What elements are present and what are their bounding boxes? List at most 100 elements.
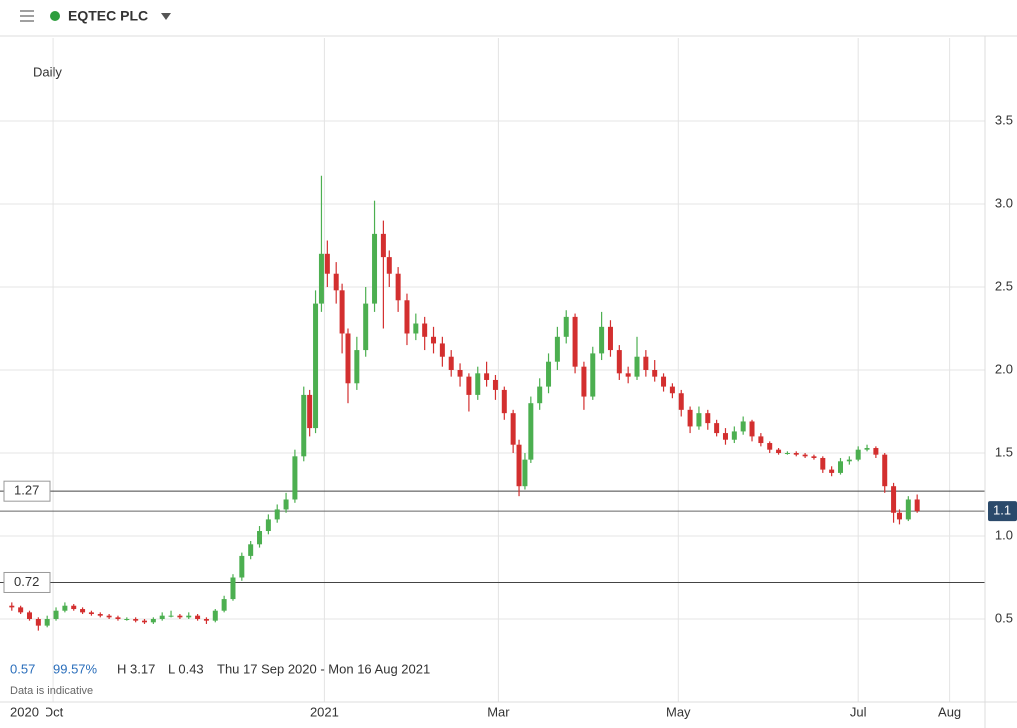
y-tick-label: 2.5 — [995, 278, 1013, 293]
candle-body — [882, 454, 888, 487]
candle-body — [678, 393, 684, 410]
candle-body — [133, 619, 139, 621]
low-info: L 0.43 — [168, 661, 204, 676]
candle-body — [71, 605, 77, 610]
candle-body — [864, 448, 870, 450]
candle-body — [221, 599, 227, 611]
header — [0, 0, 1017, 36]
candle-body — [318, 253, 324, 304]
candle-body — [363, 303, 369, 351]
candle-body — [802, 454, 808, 457]
candle-body — [492, 379, 498, 390]
candle-body — [80, 609, 86, 613]
date-range: Thu 17 Sep 2020 - Mon 16 Aug 2021 — [217, 661, 430, 676]
candle-body — [333, 273, 339, 291]
candle-body — [652, 370, 658, 377]
candle-body — [855, 449, 861, 460]
candle-body — [422, 323, 428, 337]
candle-body — [643, 356, 649, 370]
menu-icon[interactable] — [20, 10, 34, 22]
candle-body — [9, 605, 15, 608]
candle-body — [784, 453, 790, 454]
interval-label: Daily — [33, 64, 62, 79]
candle-body — [661, 376, 667, 387]
y-tick-label: 2.0 — [995, 361, 1013, 376]
candle-body — [740, 421, 746, 432]
dropdown-caret[interactable] — [161, 13, 171, 20]
candle-body — [203, 619, 209, 621]
candle-body — [749, 421, 755, 437]
change-pct: 99.57% — [53, 661, 98, 676]
candle-body — [274, 509, 280, 520]
candle-body — [177, 615, 183, 618]
candle-body — [283, 499, 289, 510]
x-start-label-bg — [0, 703, 46, 725]
candle-body — [722, 433, 728, 440]
note: Data is indicative — [10, 685, 93, 697]
candle-body — [212, 610, 218, 621]
candle-body — [150, 619, 156, 623]
reference-label: 0.72 — [14, 574, 39, 589]
candle-body — [634, 356, 640, 377]
y-tick-label: 3.5 — [995, 112, 1013, 127]
candle-body — [537, 386, 543, 404]
candle-body — [776, 449, 782, 453]
candle-body — [590, 353, 596, 397]
candle-body — [516, 444, 522, 487]
candle-body — [563, 316, 569, 337]
candle-body — [265, 519, 271, 532]
candle-body — [195, 615, 201, 619]
candle-body — [380, 233, 386, 258]
candle-body — [811, 456, 817, 458]
candle-body — [324, 253, 330, 274]
x-tick-label: May — [666, 704, 691, 719]
candle-body — [714, 423, 720, 434]
candle-body — [404, 300, 410, 334]
candle-body — [581, 366, 587, 397]
candle-body — [731, 431, 737, 440]
candle-body — [696, 413, 702, 427]
candle-body — [501, 389, 507, 414]
candle-body — [307, 394, 313, 429]
status-dot — [50, 11, 60, 21]
candle-body — [572, 316, 578, 367]
instrument-name[interactable]: EQTEC PLC — [68, 8, 148, 24]
candle-body — [758, 436, 764, 444]
x-start-label: 2020 — [10, 704, 39, 719]
candle-body — [313, 303, 319, 429]
candle-body — [599, 326, 605, 354]
candle-body — [607, 326, 613, 351]
price-label: 1.1 — [993, 503, 1011, 518]
candle-body — [26, 612, 32, 619]
candle-body — [230, 577, 236, 600]
candle-body — [159, 615, 165, 619]
candle-body — [115, 617, 121, 619]
candle-body — [846, 459, 852, 462]
y-tick-label: 3.0 — [995, 195, 1013, 210]
candle-body — [820, 457, 826, 470]
candle-body — [62, 605, 68, 611]
candle-body — [475, 373, 481, 395]
candle-body — [168, 615, 174, 617]
candle-body — [767, 443, 773, 450]
price-label-box — [988, 501, 1017, 522]
candle-body — [905, 499, 911, 520]
candle-body — [186, 615, 192, 618]
candle-body — [53, 610, 59, 619]
reference-label-box — [3, 480, 51, 502]
candle-body — [522, 459, 528, 487]
candle-body — [829, 469, 835, 473]
candle-body — [510, 413, 516, 445]
candle-body — [484, 373, 490, 380]
candle-body — [896, 512, 902, 520]
x-tick-label: Aug — [938, 704, 961, 719]
candle-body — [345, 333, 351, 384]
plot-area — [0, 38, 985, 702]
high-info: H 3.17 — [117, 661, 155, 676]
candle-body — [395, 273, 401, 301]
reference-label-box — [3, 571, 51, 593]
candle-body — [248, 544, 254, 556]
candle-body — [891, 486, 897, 513]
candle-body — [528, 403, 534, 460]
